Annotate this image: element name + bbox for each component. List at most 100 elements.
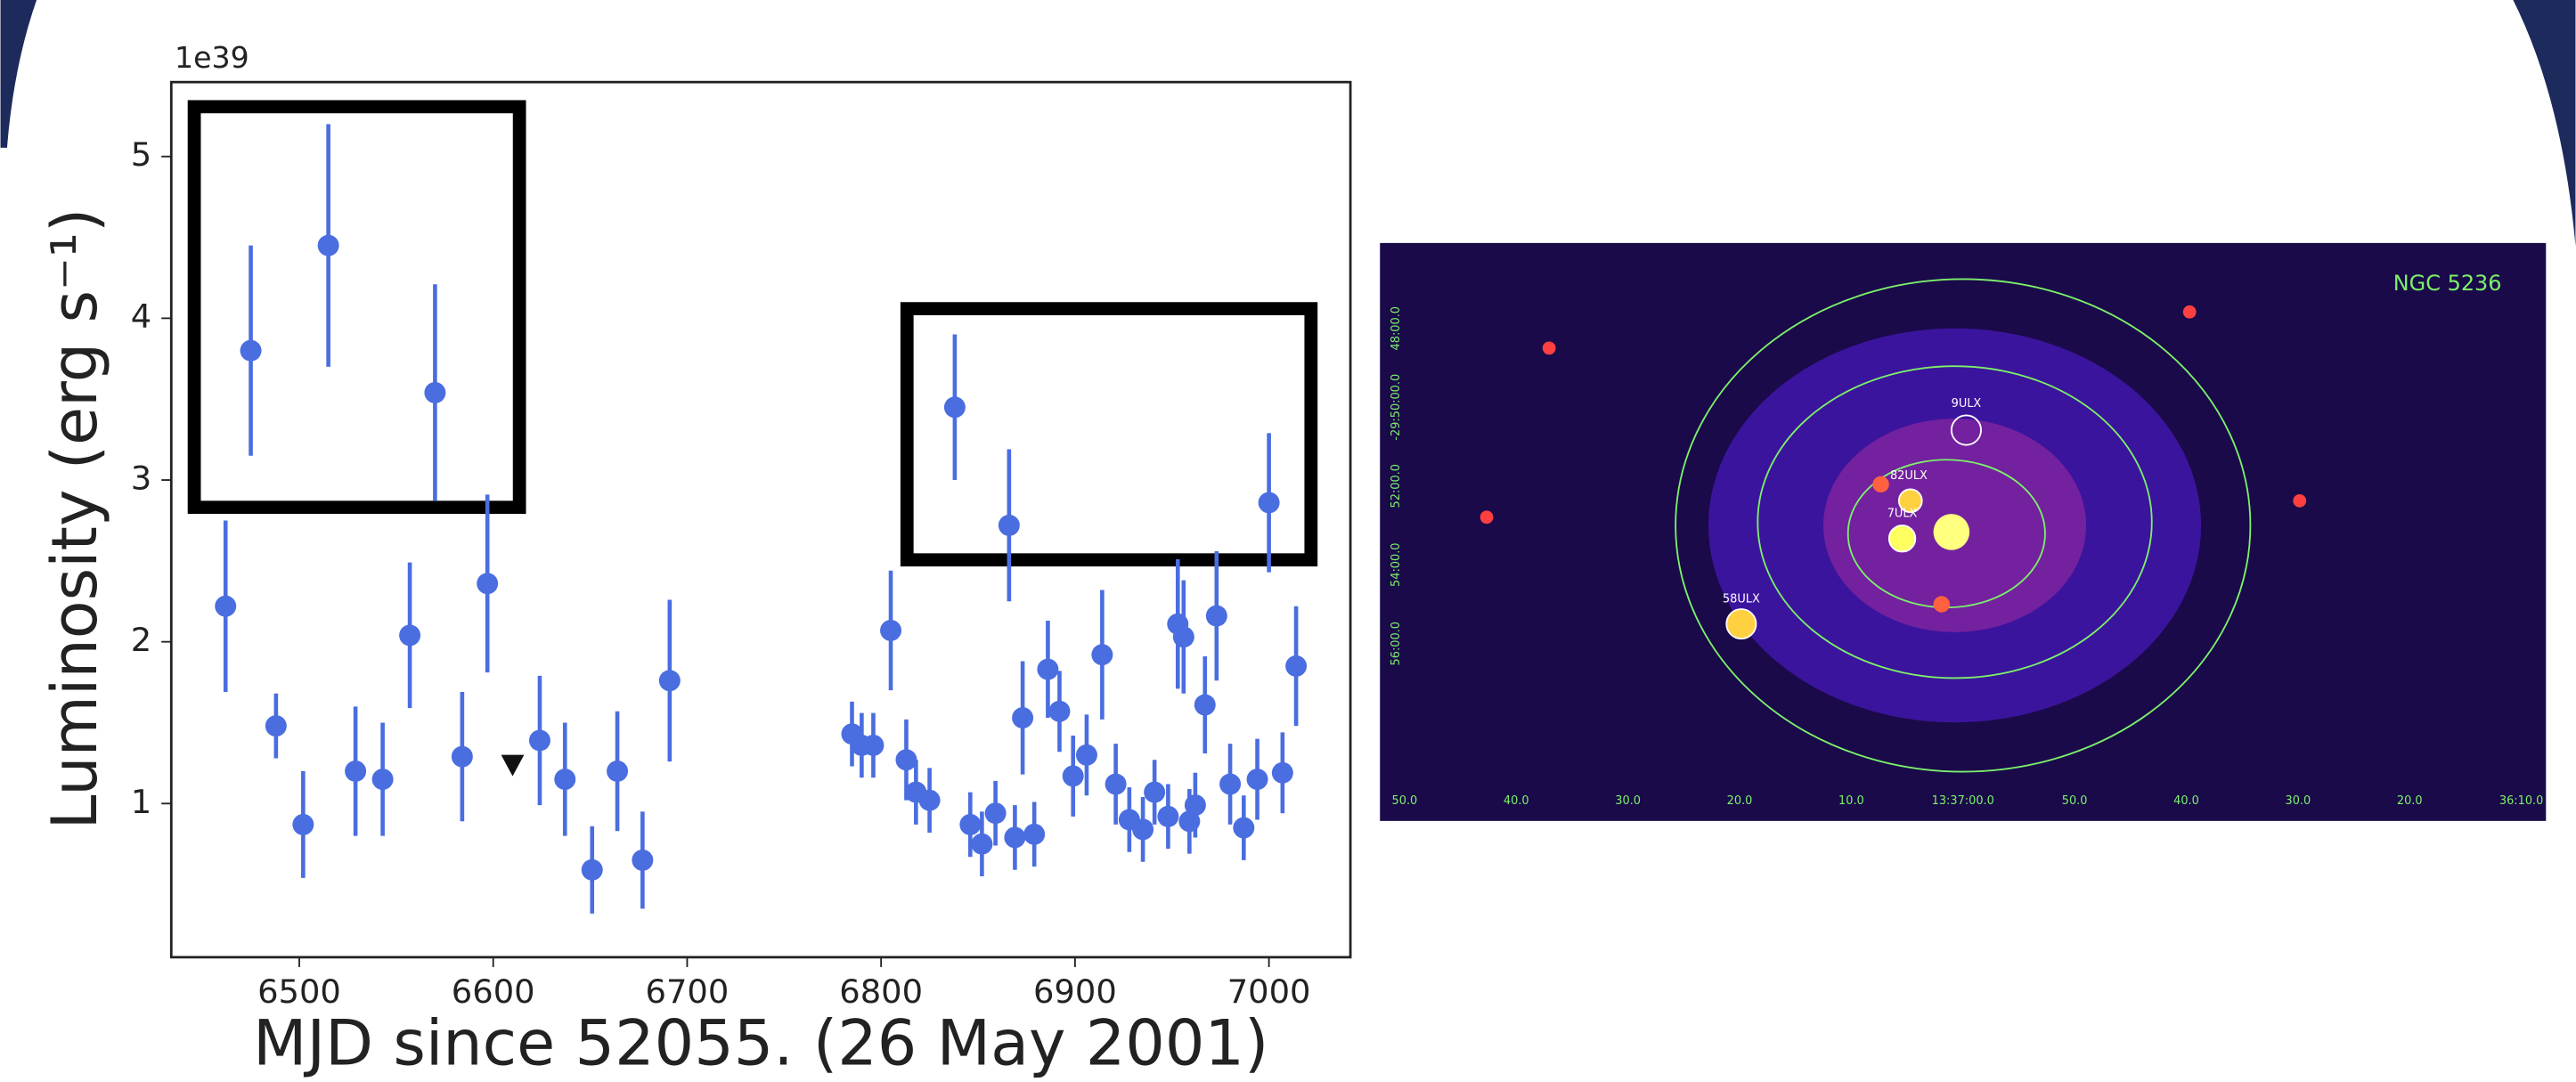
data-point — [424, 382, 445, 403]
data-point — [1219, 774, 1241, 795]
data-point — [1012, 707, 1033, 728]
data-point — [1091, 644, 1113, 665]
offset-label: 1e39 — [175, 40, 249, 75]
highlight-box — [907, 309, 1311, 560]
ra-label: 40.0 — [1504, 794, 1529, 808]
data-point — [554, 769, 575, 790]
y-tick-label: 1 — [131, 783, 151, 821]
data-point — [632, 850, 653, 871]
dec-label: 48:00.0 — [1390, 306, 1403, 350]
page: {"chart_data": {"type": "scatter", "offs… — [0, 0, 2576, 1082]
data-point — [215, 596, 236, 617]
x-tick-label: 7000 — [1227, 972, 1311, 1011]
source-label: 58ULX — [1723, 592, 1760, 606]
data-point — [1037, 659, 1058, 680]
source — [1872, 476, 1888, 492]
data-point — [1247, 769, 1268, 790]
dec-label: 54:00.0 — [1390, 543, 1403, 587]
source-label: 7ULX — [1887, 508, 1918, 521]
y-tick-label: 4 — [131, 297, 151, 336]
x-axis-label: MJD since 52055. (26 May 2001) — [253, 1006, 1268, 1079]
border-arc — [1, 0, 37, 148]
data-point — [529, 729, 550, 751]
data-point — [862, 735, 884, 756]
data-point — [1233, 818, 1254, 839]
dec-label: -29:50:00.0 — [1390, 374, 1403, 441]
upper-limit — [501, 755, 525, 777]
source — [1543, 341, 1556, 354]
data-point — [1157, 806, 1178, 827]
source — [2183, 305, 2197, 319]
data-point — [399, 624, 420, 646]
data-point — [1063, 765, 1084, 786]
x-tick-label: 6700 — [646, 972, 730, 1011]
data-point — [999, 515, 1020, 536]
source — [2293, 494, 2306, 508]
data-point — [1144, 782, 1165, 803]
ra-label: 40.0 — [2173, 794, 2199, 808]
dec-label: 52:00.0 — [1390, 464, 1403, 508]
data-point — [1259, 492, 1280, 513]
data-point — [318, 235, 339, 256]
bright-source — [1934, 514, 1970, 550]
data-point — [880, 620, 901, 641]
data-point — [959, 814, 981, 835]
ra-label: 36:10.0 — [2499, 794, 2543, 808]
x-tick-label: 6900 — [1033, 972, 1117, 1011]
highlight-box — [194, 107, 519, 508]
data-point — [1206, 606, 1227, 627]
ra-label: 50.0 — [1392, 794, 1418, 808]
data-point — [240, 340, 262, 362]
data-point — [944, 396, 966, 418]
x-tick-label: 6500 — [257, 972, 341, 1011]
data-point — [1185, 794, 1206, 816]
data-point — [607, 761, 628, 782]
data-point — [1048, 701, 1070, 722]
source — [1934, 596, 1950, 612]
data-point — [1173, 626, 1194, 647]
data-point — [895, 749, 917, 770]
data-point — [1132, 818, 1153, 840]
ra-label: 20.0 — [2397, 794, 2423, 808]
plot-frame — [171, 82, 1350, 957]
screen: 1e39 Luminosity (erg s⁻¹) MJD since 5205… — [0, 0, 2576, 1082]
x-tick-label: 6800 — [839, 972, 923, 1011]
data-point — [582, 859, 603, 881]
source-label: 82ULX — [1890, 469, 1928, 483]
ra-label: 50.0 — [2062, 794, 2088, 808]
data-point — [1285, 655, 1307, 677]
data-point — [985, 802, 1007, 824]
ra-label: 30.0 — [1615, 794, 1641, 808]
data-point — [372, 769, 394, 790]
y-tick-label: 5 — [131, 135, 151, 174]
data-point — [919, 790, 941, 811]
ra-label: 20.0 — [1727, 794, 1753, 808]
ra-label: 13:37:00.0 — [1932, 794, 1994, 808]
xray-image: NGC 5236 9ULX 82ULX 7ULX 58ULX 48:00.0 -29:50… — [1380, 243, 2546, 821]
data-point — [477, 573, 498, 594]
data-point — [1194, 695, 1216, 716]
image-title: NGC 5236 — [2393, 271, 2502, 296]
source-circle — [1889, 525, 1915, 551]
y-tick-label: 3 — [131, 460, 151, 498]
data-point — [659, 670, 681, 691]
data-point — [452, 746, 473, 768]
y-tick-label: 2 — [131, 621, 151, 659]
data-point — [1023, 824, 1045, 845]
data-point — [1105, 774, 1127, 795]
data-point — [1004, 826, 1025, 848]
data-point — [265, 715, 287, 736]
data-point — [1272, 762, 1293, 784]
source-label: 9ULX — [1952, 397, 1982, 411]
ra-label: 10.0 — [1838, 794, 1864, 808]
source — [1480, 510, 1494, 524]
data-point — [345, 761, 366, 782]
border-arc — [2513, 0, 2575, 247]
dec-label: 56:00.0 — [1390, 622, 1403, 665]
source-circle — [1726, 609, 1756, 639]
ra-label: 30.0 — [2286, 794, 2311, 808]
data-point — [971, 834, 992, 855]
x-tick-label: 6600 — [452, 972, 535, 1011]
data-point — [1076, 744, 1097, 766]
y-axis-label: Luminosity (erg s⁻¹) — [38, 208, 111, 830]
